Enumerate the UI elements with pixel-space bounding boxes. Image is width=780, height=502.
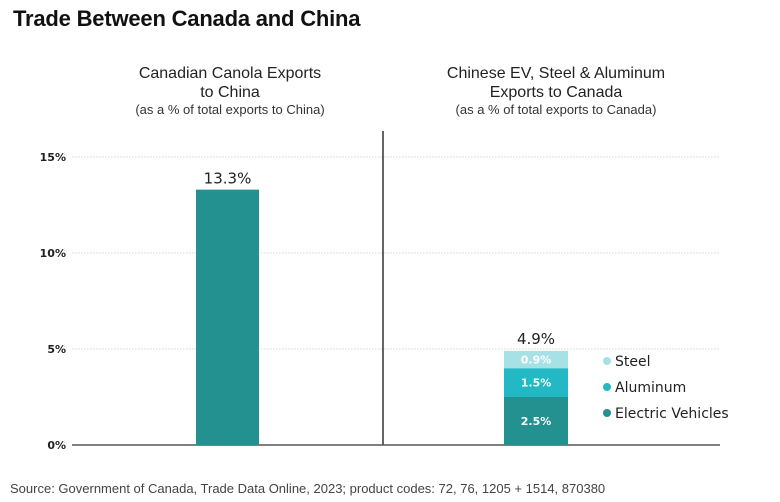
right-panel-subtitle: (as a % of total exports to Canada) xyxy=(455,102,657,117)
legend-swatch-icon xyxy=(603,383,611,391)
left-bars: 13.3% xyxy=(196,170,259,445)
y-tick-label: 0% xyxy=(47,439,66,452)
right-panel-title-line2: Exports to Canada xyxy=(489,84,623,101)
bar-value-label: 13.3% xyxy=(204,170,252,188)
right-panel-title: Chinese EV, Steel & Aluminum Exports to … xyxy=(400,64,712,118)
legend-swatch-icon xyxy=(603,357,611,365)
right-bars: 2.5% 1.5% 0.9% 4.9% xyxy=(504,330,568,445)
segment-value-label: 2.5% xyxy=(521,415,552,428)
left-panel-title-line2: to China xyxy=(200,84,260,101)
chart-title: Trade Between Canada and China xyxy=(13,6,361,31)
segment-value-label: 1.5% xyxy=(521,377,552,390)
legend-swatch-icon xyxy=(603,409,611,417)
legend-label: Steel xyxy=(615,354,651,370)
legend-label: Electric Vehicles xyxy=(615,406,729,422)
gridlines xyxy=(72,156,720,350)
stack-total-label: 4.9% xyxy=(517,330,555,348)
right-panel-title-line1: Chinese EV, Steel & Aluminum xyxy=(446,65,666,82)
left-panel-subtitle: (as a % of total exports to China) xyxy=(135,102,325,117)
source-note: Source: Government of Canada, Trade Data… xyxy=(10,481,606,496)
y-tick-label: 15% xyxy=(40,151,66,164)
legend-label: Aluminum xyxy=(615,380,686,396)
y-tick-label: 5% xyxy=(47,343,66,356)
y-tick-label: 10% xyxy=(40,247,66,260)
left-panel-title-line1: Canadian Canola Exports xyxy=(138,65,322,82)
bar-segment-aluminum xyxy=(504,368,568,397)
bar-segment-steel xyxy=(504,350,568,369)
bar-segment-electric-vehicles xyxy=(504,397,568,445)
bar-canola xyxy=(196,189,259,445)
legend: Steel Aluminum Electric Vehicles xyxy=(603,354,729,422)
segment-value-label: 0.9% xyxy=(521,354,552,367)
y-axis-ticks: 0% 5% 10% 15% xyxy=(40,151,66,452)
left-panel-title: Canadian Canola Exports to China (as a %… xyxy=(90,64,370,118)
